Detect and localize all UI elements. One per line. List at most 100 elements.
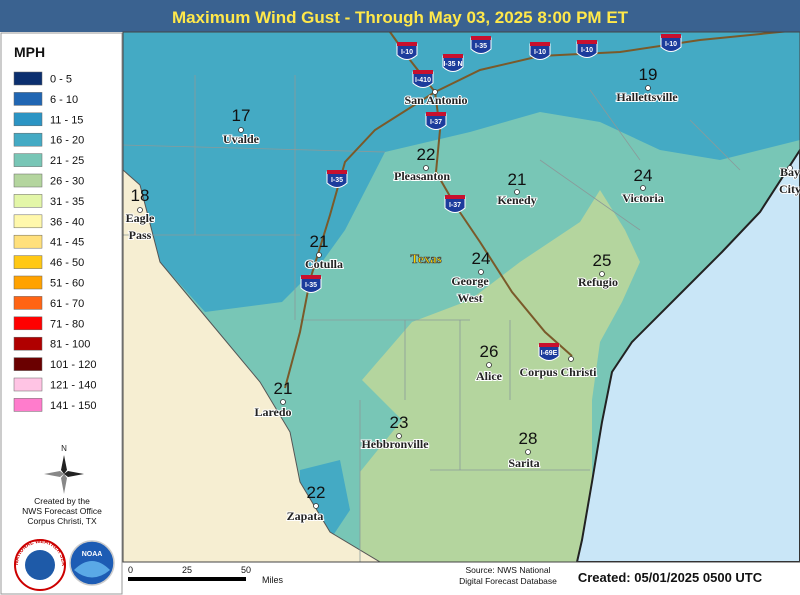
legend-unit: MPH bbox=[14, 44, 45, 60]
city-dot bbox=[640, 185, 646, 191]
city-name: Refugio bbox=[578, 275, 618, 289]
city-name: Eagle bbox=[126, 211, 155, 225]
county-lines bbox=[123, 75, 741, 562]
city-name: Corpus Christi bbox=[519, 365, 597, 379]
legend-label: 16 - 20 bbox=[50, 135, 84, 147]
shield: I-10 bbox=[576, 40, 598, 58]
city-dot bbox=[316, 252, 322, 258]
header-bar bbox=[0, 0, 800, 32]
city-name: Sarita bbox=[508, 456, 539, 470]
legend-label: 61 - 70 bbox=[50, 298, 84, 310]
noaa-wave bbox=[74, 561, 110, 578]
legend-swatch bbox=[13, 255, 43, 269]
legend-swatch bbox=[13, 296, 43, 310]
city-value: 28 bbox=[519, 429, 538, 448]
shield-top bbox=[530, 42, 550, 46]
source-line: Digital Forecast Database bbox=[459, 576, 557, 586]
legend-label: 121 - 140 bbox=[50, 380, 96, 392]
legend-swatch bbox=[13, 275, 43, 290]
shield-top bbox=[426, 112, 446, 116]
shield-body bbox=[425, 113, 447, 130]
shield: I-35 bbox=[326, 170, 348, 188]
city-name: Hallettsville bbox=[616, 90, 678, 104]
map-frame bbox=[122, 31, 800, 563]
shield-label: I-69E bbox=[541, 350, 558, 357]
legend-label: 101 - 120 bbox=[50, 359, 96, 371]
city-dot bbox=[478, 269, 484, 275]
city-value: 22 bbox=[307, 483, 326, 502]
shield-top bbox=[661, 34, 681, 38]
nws-core bbox=[25, 550, 55, 580]
shield-body bbox=[529, 43, 551, 60]
source-line: Source: NWS National bbox=[465, 565, 550, 575]
legend-panel bbox=[0, 32, 123, 595]
shield-body bbox=[444, 196, 466, 213]
legend-label: 81 - 100 bbox=[50, 339, 90, 351]
compass: N bbox=[44, 444, 84, 494]
city-name: George bbox=[451, 274, 489, 288]
highway-line bbox=[284, 91, 436, 389]
shield: I-10 bbox=[529, 42, 551, 60]
shield-label: I-410 bbox=[415, 77, 431, 84]
shield-body bbox=[396, 43, 418, 60]
shield: I-410 bbox=[412, 70, 434, 88]
shield-body bbox=[300, 276, 322, 293]
shield: I-69E bbox=[538, 343, 560, 361]
shield-body bbox=[470, 37, 492, 54]
shield: I-35 bbox=[300, 275, 322, 293]
legend-swatch bbox=[13, 357, 43, 371]
city-dot bbox=[396, 433, 402, 439]
shield-top bbox=[445, 195, 465, 199]
city-dot bbox=[787, 165, 793, 171]
compass-label: N bbox=[61, 444, 67, 453]
legend-label: 51 - 60 bbox=[50, 278, 84, 290]
city-value: 23 bbox=[390, 413, 409, 432]
map: Texas I-10 I-410 I-35 N I-35 I-10 I-10 I-10 I-3… bbox=[123, 32, 800, 562]
legend-swatch bbox=[13, 71, 43, 86]
shield-body bbox=[538, 344, 560, 361]
shield-body bbox=[660, 35, 682, 52]
legend-swatch bbox=[13, 398, 43, 412]
city-name: Alice bbox=[476, 369, 503, 383]
region-16-20 bbox=[123, 32, 800, 312]
legend-swatch bbox=[13, 214, 43, 229]
header-title: Maximum Wind Gust - Through May 03, 2025… bbox=[172, 8, 629, 27]
shield-top bbox=[539, 343, 559, 347]
city-name: Laredo bbox=[254, 405, 291, 419]
shield-top bbox=[397, 42, 417, 46]
city-value: 17 bbox=[232, 106, 251, 125]
scale-tick-label: 25 bbox=[182, 565, 192, 575]
scale-bar: Miles 0 25 50 bbox=[128, 565, 284, 585]
scale-tick-label: 50 bbox=[241, 565, 251, 575]
city-value: 21 bbox=[508, 170, 527, 189]
shield: I-37 bbox=[425, 112, 447, 130]
city-dot bbox=[313, 503, 319, 509]
scale-unit: Miles bbox=[262, 575, 284, 585]
shield-label: I-10 bbox=[401, 49, 413, 56]
region-26-30 bbox=[360, 190, 640, 562]
city-dot bbox=[568, 356, 574, 362]
shield-top bbox=[443, 54, 463, 58]
shield-top bbox=[327, 170, 347, 174]
city-dot bbox=[280, 399, 286, 405]
credit-line: NWS Forecast Office bbox=[22, 506, 102, 516]
shield-label: I-35 bbox=[305, 282, 317, 289]
legend-label: 21 - 25 bbox=[50, 155, 84, 167]
shield: I-35 N bbox=[442, 54, 464, 72]
shield: I-37 bbox=[444, 195, 466, 213]
legend-label: 41 - 45 bbox=[50, 237, 84, 249]
shield-body bbox=[412, 71, 434, 88]
legend-label: 31 - 35 bbox=[50, 196, 84, 208]
legend: 0 - 5 6 - 10 11 - 15 16 - 20 21 - 25 26 - 30 3… bbox=[13, 71, 96, 412]
shields: I-10 I-410 I-35 N I-35 I-10 I-10 I-10 I-37 I-35 I… bbox=[300, 34, 682, 361]
city-dot bbox=[525, 449, 531, 455]
shield-top bbox=[471, 36, 491, 40]
legend-label: 26 - 30 bbox=[50, 176, 84, 188]
city-name: Zapata bbox=[287, 509, 324, 523]
city-name: San Antonio bbox=[404, 93, 467, 107]
shield-label: I-10 bbox=[581, 47, 593, 54]
legend-swatch bbox=[13, 377, 43, 392]
legend-label: 6 - 10 bbox=[50, 94, 78, 106]
credit-line: Corpus Christi, TX bbox=[27, 516, 97, 526]
